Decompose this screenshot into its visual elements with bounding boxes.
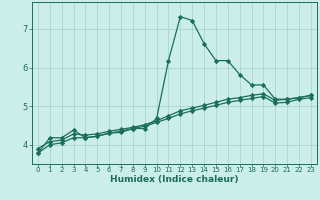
X-axis label: Humidex (Indice chaleur): Humidex (Indice chaleur) <box>110 175 239 184</box>
